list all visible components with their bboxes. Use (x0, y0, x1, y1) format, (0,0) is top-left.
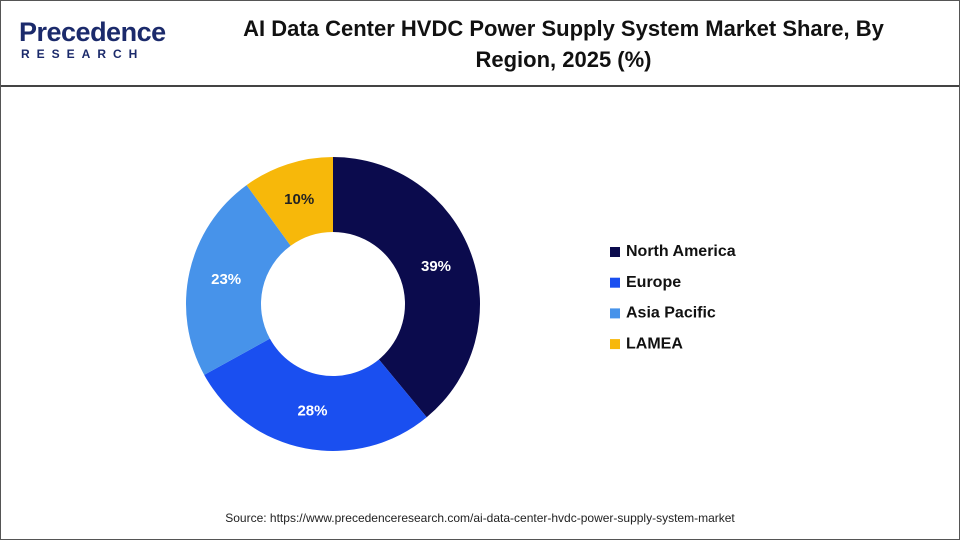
legend-label: Asia Pacific (626, 305, 716, 322)
donut-slice (204, 338, 427, 451)
donut-slice (246, 157, 333, 246)
source: Source: https://www.precedenceresearch.c… (225, 511, 735, 525)
data-label: 10% (284, 191, 314, 208)
legend-label: Europe (626, 274, 681, 291)
data-label: 23% (211, 271, 241, 288)
donut-slice (333, 157, 480, 418)
legend-swatch (610, 339, 620, 350)
data-label: 28% (297, 403, 327, 420)
donut-slice (186, 185, 291, 375)
chart-title: AI Data Center HVDC Power Supply System … (243, 16, 884, 72)
legend-label: LAMEA (626, 335, 683, 352)
legend-swatch (610, 308, 620, 319)
header: Precedence RESEARCH AI Data Center HVDC … (1, 1, 959, 87)
legend-label: North America (626, 243, 736, 260)
logo-name: Precedence (19, 17, 166, 47)
legend-swatch (610, 247, 620, 257)
logo-tagline: RESEARCH (21, 47, 145, 61)
data-label: 39% (421, 258, 451, 275)
legend-swatch (610, 277, 620, 288)
